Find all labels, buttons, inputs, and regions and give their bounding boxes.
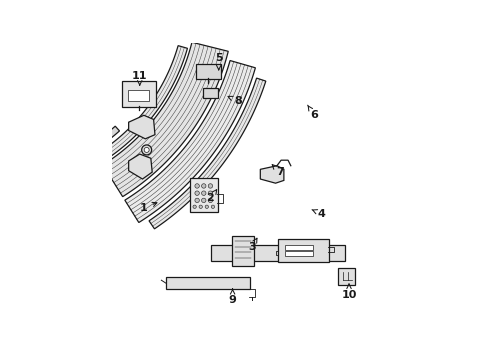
- FancyBboxPatch shape: [231, 237, 254, 266]
- Circle shape: [208, 191, 212, 195]
- FancyBboxPatch shape: [285, 251, 313, 256]
- Text: 11: 11: [132, 72, 147, 85]
- FancyBboxPatch shape: [211, 245, 345, 261]
- Text: 8: 8: [227, 96, 242, 107]
- Text: 6: 6: [307, 105, 318, 120]
- Circle shape: [195, 198, 199, 203]
- Circle shape: [99, 140, 103, 143]
- Text: 5: 5: [215, 53, 222, 70]
- Circle shape: [195, 184, 199, 188]
- Circle shape: [211, 205, 214, 208]
- Circle shape: [201, 191, 205, 195]
- Text: 2: 2: [206, 190, 216, 203]
- FancyBboxPatch shape: [277, 239, 328, 262]
- Text: 4: 4: [311, 209, 325, 219]
- Polygon shape: [62, 126, 119, 165]
- Circle shape: [208, 184, 212, 188]
- Circle shape: [201, 184, 205, 188]
- Polygon shape: [128, 115, 155, 139]
- Polygon shape: [104, 46, 187, 157]
- Text: 9: 9: [228, 289, 236, 305]
- FancyBboxPatch shape: [189, 178, 218, 212]
- FancyBboxPatch shape: [202, 88, 218, 98]
- Circle shape: [68, 158, 72, 161]
- Text: 1: 1: [140, 202, 157, 213]
- Polygon shape: [260, 166, 284, 183]
- Polygon shape: [128, 154, 152, 179]
- Text: 7: 7: [272, 165, 283, 177]
- Circle shape: [208, 198, 212, 203]
- FancyBboxPatch shape: [165, 278, 249, 289]
- Polygon shape: [124, 60, 255, 222]
- FancyBboxPatch shape: [285, 245, 313, 250]
- Polygon shape: [149, 78, 265, 229]
- Polygon shape: [102, 42, 228, 197]
- Circle shape: [205, 205, 208, 208]
- Circle shape: [76, 154, 80, 158]
- FancyBboxPatch shape: [195, 64, 221, 79]
- Circle shape: [199, 205, 202, 208]
- Circle shape: [195, 191, 199, 195]
- Circle shape: [106, 134, 110, 138]
- Text: 10: 10: [341, 284, 356, 301]
- Circle shape: [144, 148, 149, 152]
- FancyBboxPatch shape: [122, 81, 156, 107]
- Circle shape: [193, 205, 196, 208]
- Circle shape: [92, 145, 96, 149]
- Text: 3: 3: [248, 238, 256, 252]
- FancyBboxPatch shape: [127, 90, 149, 100]
- Circle shape: [201, 198, 205, 203]
- Circle shape: [142, 145, 151, 155]
- FancyBboxPatch shape: [338, 268, 355, 285]
- Circle shape: [84, 149, 88, 153]
